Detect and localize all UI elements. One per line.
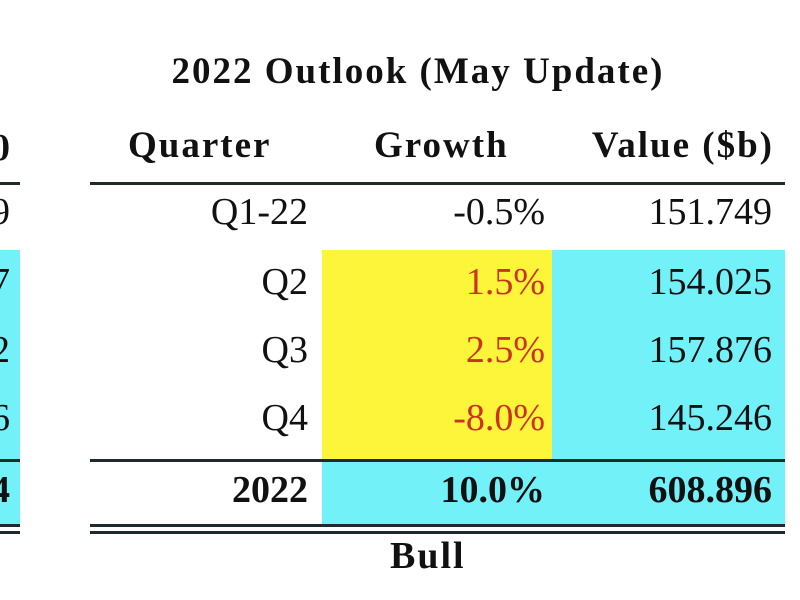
- left-double-rule-top: [0, 524, 20, 527]
- row-2-growth: 1.5%: [465, 261, 545, 303]
- left-partial-cell: 9: [0, 191, 10, 233]
- header-quarter: Quarter: [128, 125, 272, 166]
- left-partial-cell: 7: [0, 261, 10, 303]
- header-rule: [90, 182, 785, 185]
- row-4-quarter: Q4: [261, 397, 308, 439]
- row-1-value: 151.749: [648, 191, 773, 233]
- header-value: Value ($b): [544, 124, 774, 167]
- table-title: 2022 Outlook (May Update): [171, 51, 665, 92]
- header-growth: Growth: [374, 125, 509, 166]
- row-1-quarter: Q1-22: [210, 191, 308, 233]
- left-partial-cell: 6: [0, 397, 10, 439]
- left-cyan-highlight: [0, 250, 20, 525]
- total-growth: 10.0%: [440, 469, 546, 511]
- header-value-text: Value ($b): [591, 125, 774, 166]
- scenario-label: Bull: [390, 535, 466, 577]
- growth-highlight: [322, 250, 552, 460]
- left-double-rule-bottom: [0, 531, 20, 534]
- left-partial-cell: 2: [0, 329, 10, 371]
- total-highlight: [322, 460, 785, 525]
- row-2-value: 154.025: [648, 261, 773, 303]
- value-highlight: [552, 250, 785, 460]
- row-4-growth: -8.0%: [453, 397, 545, 439]
- left-total-rule: [0, 459, 20, 462]
- double-rule-top: [90, 524, 785, 527]
- left-partial-header: 0: [0, 127, 10, 169]
- total-value: 608.896: [648, 469, 773, 511]
- row-2-quarter: Q2: [261, 261, 308, 303]
- row-1-growth: -0.5%: [453, 191, 545, 233]
- row-3-growth: 2.5%: [465, 329, 545, 371]
- double-rule-bottom: [90, 531, 785, 534]
- total-quarter: 2022: [232, 469, 308, 511]
- left-header-rule: [0, 182, 20, 185]
- row-4-value: 145.246: [648, 397, 773, 439]
- total-rule: [90, 459, 785, 462]
- row-3-quarter: Q3: [261, 329, 308, 371]
- left-partial-cell: 4: [0, 469, 10, 511]
- row-3-value: 157.876: [648, 329, 773, 371]
